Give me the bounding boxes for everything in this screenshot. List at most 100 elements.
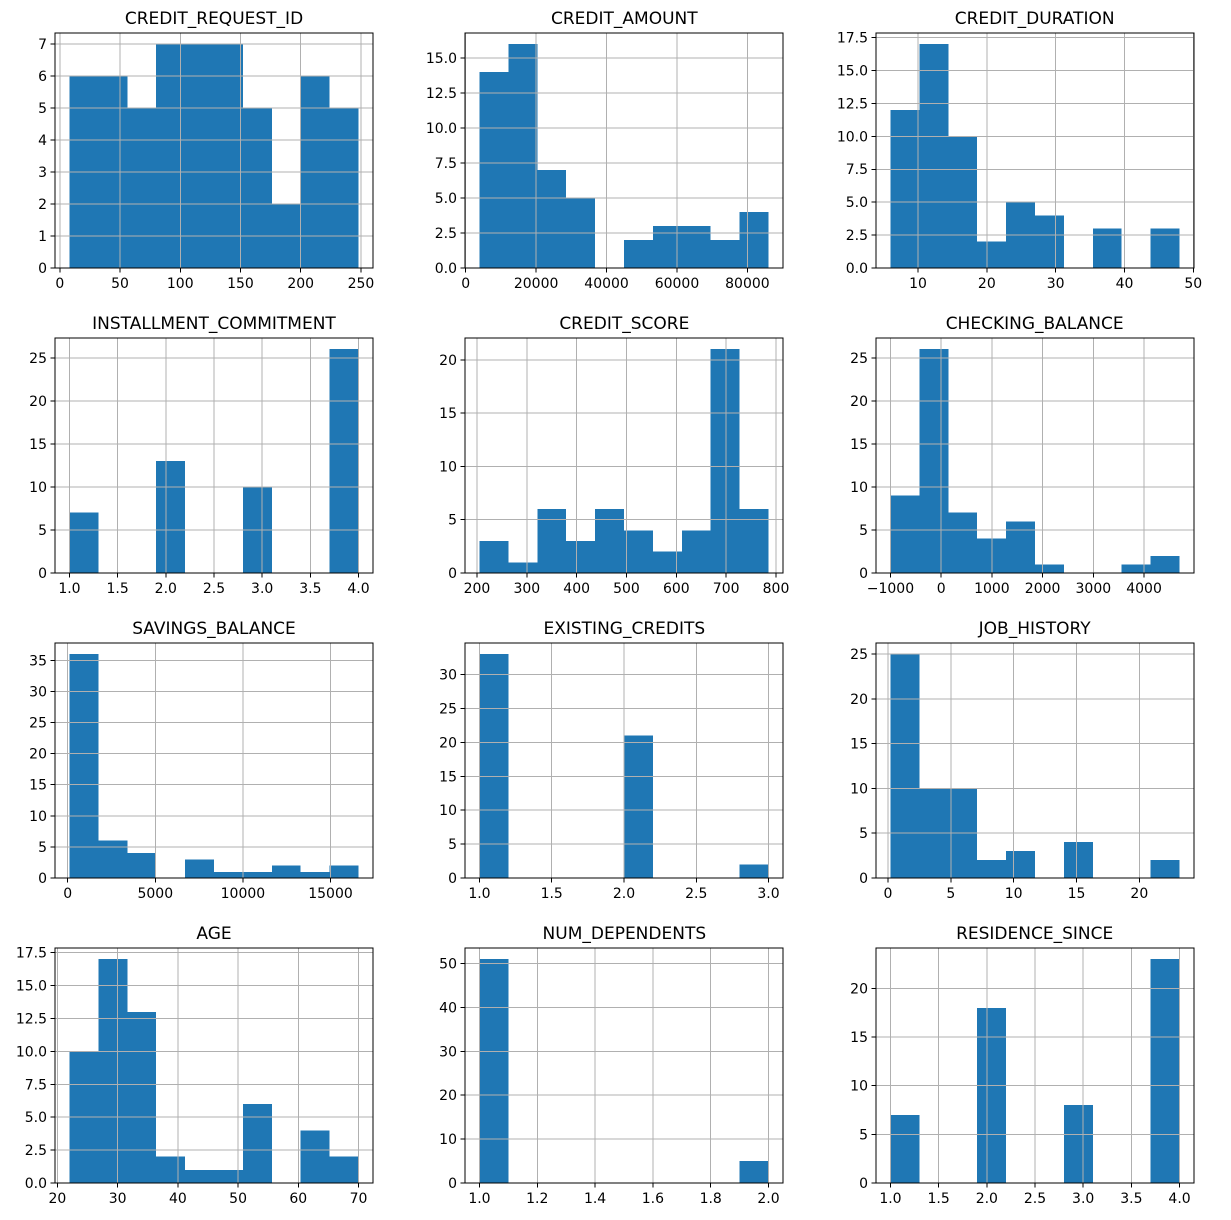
y-tick-label: 10 <box>850 781 868 797</box>
histogram-bar <box>890 654 920 878</box>
x-tick-label: 3.0 <box>1072 1191 1094 1207</box>
plot-frame <box>54 642 374 879</box>
x-tick-label: 3.0 <box>251 581 273 597</box>
chart-title: NUM_DEPENDENTS <box>542 924 707 944</box>
chart-title: CREDIT_SCORE <box>559 314 690 334</box>
x-tick-label: 5000 <box>138 886 174 902</box>
histogram-bar <box>624 240 654 268</box>
y-tick-label: 25 <box>29 351 47 367</box>
x-tick-label: 50 <box>111 276 129 292</box>
histogram-bar <box>1063 1105 1093 1183</box>
x-tick-label: 2.0 <box>758 1191 780 1207</box>
histogram-bar <box>976 860 1006 878</box>
histogram-bar <box>329 865 359 878</box>
histogram-bar <box>1034 564 1064 573</box>
histogram-bar <box>329 1156 359 1183</box>
histogram-bar <box>537 509 567 573</box>
x-tick-label: 400 <box>564 581 591 597</box>
y-tick-label: 25 <box>850 351 868 367</box>
chart-canvas: 200 300 400 500 600 700 800 0 5 10 15 20 <box>440 337 790 597</box>
y-tick-label: 5.0 <box>435 191 457 207</box>
y-tick-label: 20 <box>850 692 868 708</box>
x-tick-label: 2.5 <box>685 886 707 902</box>
histogram-bar <box>185 1169 214 1183</box>
x-tick-label: 500 <box>613 581 640 597</box>
subplot-credit-duration: CREDIT_DURATION 10 20 30 40 50 0.0 2.5 5.0 7.5 10… <box>821 0 1231 305</box>
y-tick-label: 17.5 <box>836 31 867 47</box>
y-tick-label: 15 <box>440 769 458 785</box>
y-tick-label: 5 <box>859 826 868 842</box>
histogram-bar <box>213 44 243 268</box>
histogram-bar <box>271 865 301 878</box>
x-tick-label: 15000 <box>308 886 352 902</box>
chart-canvas: 1.0 1.2 1.4 1.6 1.8 2.0 0 10 20 30 40 50 <box>440 947 784 1207</box>
y-tick-label: 20 <box>29 747 47 763</box>
x-tick-label: 250 <box>348 276 375 292</box>
plot-frame <box>464 337 784 574</box>
x-tick-label: 0 <box>936 581 945 597</box>
histogram-bar <box>1005 851 1035 878</box>
x-tick-label: 1.5 <box>107 581 129 597</box>
histogram-bar <box>329 108 359 269</box>
histogram-bar <box>98 840 128 878</box>
y-tick-label: 20 <box>850 394 868 410</box>
y-tick-label: 10.0 <box>426 121 457 137</box>
histogram-bar <box>1034 215 1064 268</box>
histogram-bar <box>890 1114 920 1183</box>
y-tick-label: 0 <box>38 261 47 277</box>
histogram-bar <box>98 959 128 1183</box>
x-tick-label: 1.0 <box>469 1191 491 1207</box>
histogram-bar <box>739 864 769 878</box>
y-tick-label: 10 <box>29 809 47 825</box>
histogram-bar <box>682 226 712 268</box>
x-tick-label: 2.5 <box>1024 1191 1046 1207</box>
x-tick-label: 10 <box>909 276 927 292</box>
y-tick-label: 15 <box>850 737 868 753</box>
y-tick-label: 20 <box>850 981 868 997</box>
histogram-bar <box>919 44 948 268</box>
y-tick-label: 2.5 <box>435 226 457 242</box>
x-tick-label: 0 <box>55 276 64 292</box>
histogram-bar <box>479 654 509 878</box>
x-tick-label: 70 <box>350 1191 368 1207</box>
plot-frame <box>875 32 1195 269</box>
histogram-bar <box>653 551 683 573</box>
histogram-bar <box>739 509 769 573</box>
y-tick-label: 4 <box>38 133 47 149</box>
plot-frame <box>875 337 1195 574</box>
histogram-bar <box>1092 228 1122 268</box>
x-tick-label: 50 <box>1184 276 1202 292</box>
chart-title: JOB_HISTORY <box>978 619 1091 639</box>
histogram-bar <box>300 871 330 878</box>
histogram-bar <box>185 44 214 268</box>
y-tick-label: 0.0 <box>435 261 457 277</box>
x-tick-label: 2.0 <box>975 1191 997 1207</box>
y-tick-label: 12.5 <box>16 1011 47 1027</box>
x-tick-label: 2000 <box>1024 581 1060 597</box>
y-tick-label: 30 <box>29 684 47 700</box>
histogram-bar <box>1063 842 1093 878</box>
x-tick-label: 200 <box>287 276 314 292</box>
subplot-residence-since: RESIDENCE_SINCE 1.0 1.5 2.0 2.5 3.0 3.5 4.0 0 5 1… <box>821 915 1231 1220</box>
x-tick-label: 50 <box>229 1191 247 1207</box>
histogram-bar <box>624 530 654 573</box>
x-tick-label: 2.0 <box>155 581 177 597</box>
y-tick-label: 10 <box>29 480 47 496</box>
x-tick-label: 2.5 <box>203 581 225 597</box>
histogram-bar <box>300 1130 330 1183</box>
x-tick-label: 2.0 <box>613 886 635 902</box>
histogram-bar <box>242 871 272 878</box>
chart-title: CREDIT_REQUEST_ID <box>124 9 304 29</box>
y-tick-label: 1 <box>38 229 47 245</box>
chart-canvas: 0 20000 40000 60000 80000 0.0 2.5 5.0 7.5 10.0 12.… <box>426 32 784 292</box>
x-tick-label: 4.0 <box>347 581 369 597</box>
x-tick-label: 1.5 <box>541 886 563 902</box>
y-tick-label: 0 <box>38 566 47 582</box>
y-tick-label: 25 <box>440 701 458 717</box>
plot-background <box>54 643 373 878</box>
y-tick-label: 2.5 <box>845 228 867 244</box>
chart-canvas: 10 20 30 40 50 0.0 2.5 5.0 7.5 10.0 12.5 15.0 17.5 <box>836 31 1202 292</box>
chart-title: SAVINGS_BALANCE <box>132 619 296 639</box>
x-tick-label: 60 <box>289 1191 307 1207</box>
